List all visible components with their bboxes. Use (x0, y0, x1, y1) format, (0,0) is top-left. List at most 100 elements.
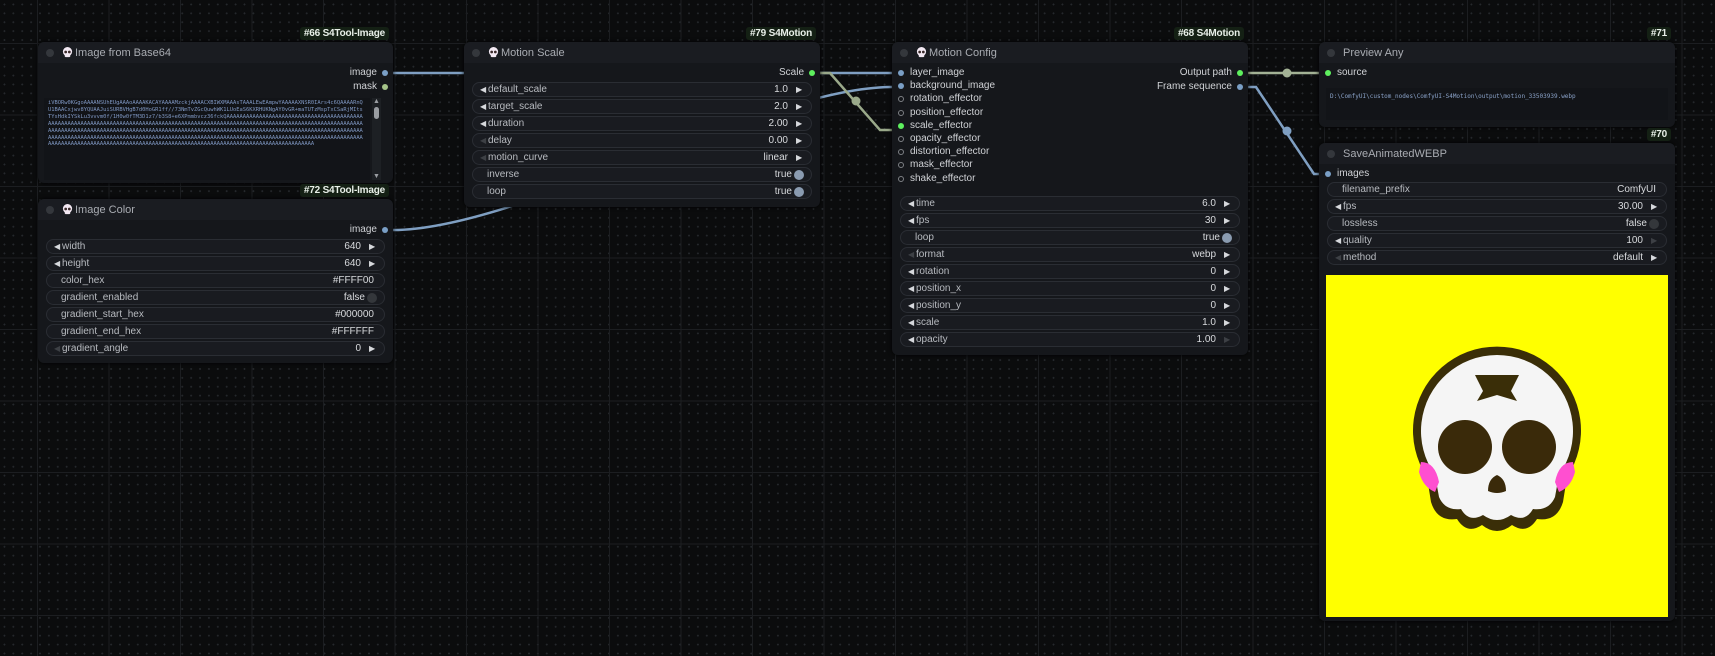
increment-arrow-icon[interactable]: ▶ (1224, 318, 1231, 327)
widget-value[interactable]: 0 (1210, 266, 1216, 277)
output-slot-image[interactable]: image (350, 67, 388, 79)
input-slot-rotation-effector[interactable]: rotation_effector (898, 93, 982, 105)
widget-scale[interactable]: ◀ scale 1.0 ▶ (900, 315, 1240, 330)
increment-arrow-icon[interactable]: ▶ (1224, 284, 1231, 293)
collapse-toggle[interactable] (1327, 48, 1335, 57)
input-slot-scale-effector[interactable]: scale_effector (898, 120, 972, 132)
increment-arrow-icon[interactable]: ▶ (1651, 202, 1658, 211)
toggle-knob-icon[interactable] (1222, 232, 1232, 243)
node-title-bar[interactable]: Image Color (38, 199, 393, 220)
widget-motion-curve[interactable]: ◀ motion_curve linear ▶ (472, 150, 812, 165)
increment-arrow-icon[interactable]: ▶ (1651, 236, 1658, 245)
node-title-bar[interactable]: SaveAnimatedWEBP (1319, 143, 1675, 164)
input-slot-layer-image[interactable]: layer_image (898, 67, 964, 79)
widget-value[interactable]: true (1202, 232, 1220, 243)
toggle-knob-icon[interactable] (1649, 218, 1659, 229)
increment-arrow-icon[interactable]: ▶ (796, 153, 803, 162)
decrement-arrow-icon[interactable]: ◀ (54, 242, 61, 251)
increment-arrow-icon[interactable]: ▶ (1224, 199, 1231, 208)
widget-position-y[interactable]: ◀ position_y 0 ▶ (900, 298, 1240, 313)
node-image-from-base64[interactable]: #66 S4Tool-Image Image from Base64 image ma… (38, 27, 393, 183)
increment-arrow-icon[interactable]: ▶ (796, 102, 803, 111)
input-dot-icon[interactable] (898, 109, 904, 116)
input-dot-icon[interactable] (898, 96, 904, 103)
input-dot-icon[interactable] (1325, 171, 1331, 177)
widget-value[interactable]: 1.0 (1202, 317, 1216, 328)
widget-delay[interactable]: ◀ delay 0.00 ▶ (472, 133, 812, 148)
textarea-scrollbar[interactable]: ▲ ▼ (372, 98, 381, 180)
output-dot-icon[interactable] (1237, 70, 1243, 76)
widget-value[interactable]: #000000 (335, 309, 374, 320)
widget-value[interactable]: 6.0 (1202, 198, 1216, 209)
decrement-arrow-icon[interactable]: ◀ (908, 250, 915, 259)
decrement-arrow-icon[interactable]: ◀ (908, 267, 915, 276)
widget-fps[interactable]: ◀ fps 30.00 ▶ (1327, 199, 1667, 214)
output-slot-image[interactable]: image (350, 224, 388, 236)
widget-width[interactable]: ◀ width 640 ▶ (46, 239, 385, 254)
widget-value[interactable]: #FFFFFF (331, 326, 374, 337)
decrement-arrow-icon[interactable]: ◀ (54, 344, 61, 353)
scrollbar-thumb[interactable] (374, 107, 379, 119)
widget-gradient-angle[interactable]: ◀ gradient_angle 0 ▶ (46, 341, 385, 356)
increment-arrow-icon[interactable]: ▶ (1224, 267, 1231, 276)
widget-value[interactable]: 1.00 (1196, 334, 1216, 345)
widget-quality[interactable]: ◀ quality 100 ▶ (1327, 233, 1667, 248)
input-dot-icon[interactable] (898, 162, 904, 169)
widget-value[interactable]: 640 (344, 241, 361, 252)
widget-lossless[interactable]: lossless false (1327, 216, 1667, 231)
widget-value[interactable]: 1.0 (774, 84, 788, 95)
output-slot-mask[interactable]: mask (353, 81, 388, 93)
input-dot-icon[interactable] (898, 136, 904, 142)
widget-gradient-enabled[interactable]: gradient_enabled false (46, 290, 385, 305)
collapse-toggle[interactable] (472, 48, 480, 57)
input-slot-shake-effector[interactable]: shake_effector (898, 173, 975, 185)
decrement-arrow-icon[interactable]: ◀ (908, 284, 915, 293)
node-preview-any[interactable]: #71 Preview Any source D:\ComfyUI\custom_no… (1319, 27, 1675, 127)
increment-arrow-icon[interactable]: ▶ (1224, 250, 1231, 259)
node-image-color[interactable]: #72 S4Tool-Image Image Color image ◀ width 64… (38, 184, 393, 363)
node-title-bar[interactable]: Motion Scale (464, 42, 820, 63)
widget-color-hex[interactable]: color_hex #FFFF00 (46, 273, 385, 288)
widget-gradient-start-hex[interactable]: gradient_start_hex #000000 (46, 307, 385, 322)
output-dot-icon[interactable] (382, 227, 388, 233)
widget-time[interactable]: ◀ time 6.0 ▶ (900, 196, 1240, 211)
decrement-arrow-icon[interactable]: ◀ (908, 199, 915, 208)
widget-loop[interactable]: loop true (472, 184, 812, 199)
collapse-toggle[interactable] (46, 205, 54, 214)
output-dot-icon[interactable] (382, 84, 388, 90)
output-slot-frame-sequence[interactable]: Frame sequence (1157, 81, 1243, 93)
decrement-arrow-icon[interactable]: ◀ (908, 318, 915, 327)
input-slot-mask-effector[interactable]: mask_effector (898, 159, 973, 171)
widget-filename-prefix[interactable]: filename_prefix ComfyUI (1327, 182, 1667, 197)
output-dot-icon[interactable] (809, 70, 815, 76)
base64-textarea[interactable]: iVBORw0KGgoAAAANSUhEUgAAAoAAAAKACAYAAAAM… (44, 98, 370, 180)
node-saveanimatedwebp[interactable]: #70 SaveAnimatedWEBP images filename_prefix… (1319, 128, 1675, 621)
increment-arrow-icon[interactable]: ▶ (796, 119, 803, 128)
scroll-down-icon[interactable]: ▼ (373, 173, 380, 180)
output-slot-output-path[interactable]: Output path (1180, 67, 1243, 79)
decrement-arrow-icon[interactable]: ◀ (1335, 202, 1342, 211)
input-dot-icon[interactable] (898, 83, 904, 90)
widget-value[interactable]: ComfyUI (1617, 184, 1656, 195)
widget-inverse[interactable]: inverse true (472, 167, 812, 182)
decrement-arrow-icon[interactable]: ◀ (480, 119, 487, 128)
decrement-arrow-icon[interactable]: ◀ (480, 102, 487, 111)
node-motion-config[interactable]: #68 S4Motion Motion Config Output path Fram… (892, 27, 1248, 355)
decrement-arrow-icon[interactable]: ◀ (908, 216, 915, 225)
decrement-arrow-icon[interactable]: ◀ (480, 85, 487, 94)
widget-value[interactable]: 30.00 (1617, 201, 1643, 212)
widget-loop[interactable]: loop true (900, 230, 1240, 245)
widget-position-x[interactable]: ◀ position_x 0 ▶ (900, 281, 1240, 296)
toggle-knob-icon[interactable] (367, 292, 377, 303)
widget-format[interactable]: ◀ format webp ▶ (900, 247, 1240, 262)
input-dot-icon[interactable] (898, 175, 904, 182)
scroll-up-icon[interactable]: ▲ (373, 98, 380, 105)
widget-value[interactable]: 0 (1210, 300, 1216, 311)
decrement-arrow-icon[interactable]: ◀ (480, 136, 487, 145)
widget-value[interactable]: true (774, 169, 792, 180)
decrement-arrow-icon[interactable]: ◀ (1335, 236, 1342, 245)
input-slot-source[interactable]: source (1325, 67, 1367, 79)
widget-value[interactable]: 30 (1204, 215, 1216, 226)
increment-arrow-icon[interactable]: ▶ (1651, 253, 1658, 262)
increment-arrow-icon[interactable]: ▶ (369, 344, 376, 353)
